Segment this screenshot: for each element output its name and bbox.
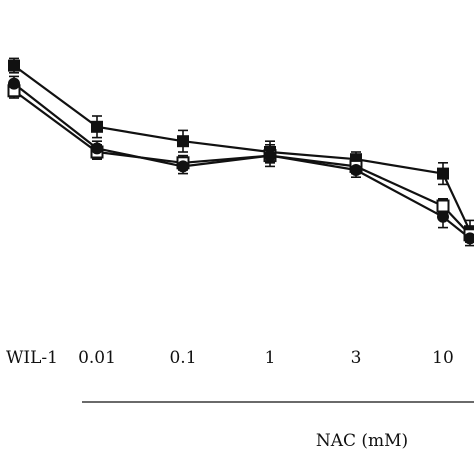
series-line-3 xyxy=(13,82,471,240)
data-point-s3-p4 xyxy=(264,149,276,162)
x-tick-label: 3 xyxy=(351,348,362,368)
data-point-s1-p3 xyxy=(177,135,189,148)
data-point-s3-p5 xyxy=(350,164,362,176)
data-point-s3-p3 xyxy=(177,160,189,173)
x-tick-label: 0.01 xyxy=(78,348,116,368)
series-line-1 xyxy=(13,64,471,232)
x-tick-label: WIL-1 xyxy=(6,348,58,368)
data-point-s1-p1 xyxy=(8,59,20,72)
series-lines xyxy=(13,64,471,240)
data-point-s3-p1 xyxy=(8,77,20,90)
error-bars xyxy=(9,57,474,247)
data-point-s1-p2 xyxy=(91,120,103,133)
data-point-s2-p6 xyxy=(436,199,450,213)
data-markers xyxy=(7,59,474,245)
x-axis-title: NAC (mM) xyxy=(316,431,408,451)
series-line-2 xyxy=(13,89,471,236)
x-tick-labels: WIL-1 0.01 0.1 1 3 10 xyxy=(6,348,454,368)
data-point-s3-p6 xyxy=(437,210,449,223)
data-point-s1-p6 xyxy=(437,167,449,180)
data-point-s3-p7 xyxy=(464,232,474,245)
x-tick-label: 1 xyxy=(265,348,276,368)
x-tick-label: 10 xyxy=(432,348,454,368)
x-tick-label: 0.1 xyxy=(169,348,196,368)
data-point-s3-p2 xyxy=(91,142,103,155)
